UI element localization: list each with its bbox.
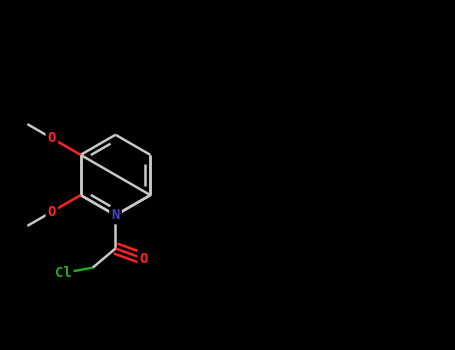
Text: O: O [48,131,56,145]
Text: N: N [111,208,120,222]
Text: O: O [139,252,148,266]
Text: O: O [48,205,56,219]
Text: Cl: Cl [55,266,71,280]
